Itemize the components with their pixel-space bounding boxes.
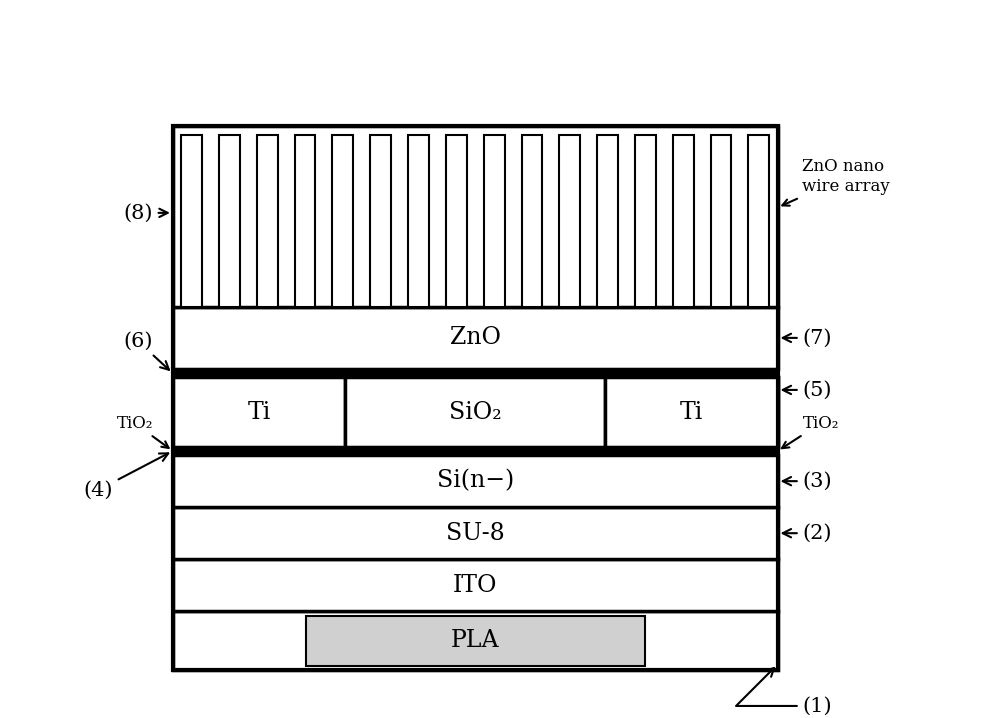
- Bar: [597, 135, 618, 307]
- Text: (1): (1): [736, 668, 832, 715]
- Bar: [173, 369, 778, 378]
- Text: (8): (8): [123, 203, 168, 223]
- Text: ZnO nano
wire array: ZnO nano wire array: [782, 159, 890, 205]
- Bar: [173, 507, 778, 559]
- Text: TiO₂: TiO₂: [117, 415, 169, 448]
- Bar: [345, 378, 605, 447]
- Bar: [173, 307, 778, 369]
- Bar: [173, 455, 778, 507]
- Text: TiO₂: TiO₂: [782, 415, 839, 448]
- Bar: [484, 135, 505, 307]
- Text: Ti: Ti: [247, 401, 271, 424]
- Text: ITO: ITO: [453, 574, 497, 597]
- Text: ZnO: ZnO: [450, 327, 501, 350]
- Bar: [748, 135, 769, 307]
- Text: Ti: Ti: [680, 401, 703, 424]
- Bar: [673, 135, 694, 307]
- Bar: [257, 135, 278, 307]
- Bar: [605, 378, 778, 447]
- Text: Si(n−): Si(n−): [437, 470, 514, 493]
- Text: (5): (5): [783, 381, 832, 399]
- Text: SiO₂: SiO₂: [449, 401, 502, 424]
- Bar: [173, 559, 778, 611]
- Text: (7): (7): [783, 328, 832, 348]
- Bar: [408, 135, 429, 307]
- Bar: [173, 447, 778, 455]
- Bar: [173, 126, 778, 670]
- Bar: [295, 135, 315, 307]
- Text: (3): (3): [783, 472, 832, 490]
- Bar: [173, 378, 345, 447]
- Text: SU-8: SU-8: [446, 522, 505, 545]
- Bar: [332, 135, 353, 307]
- Bar: [446, 135, 467, 307]
- Bar: [559, 135, 580, 307]
- Bar: [711, 135, 731, 307]
- Bar: [173, 126, 778, 307]
- Text: (2): (2): [783, 523, 832, 543]
- Bar: [306, 616, 645, 666]
- Text: (6): (6): [123, 332, 169, 370]
- Bar: [173, 611, 778, 670]
- Bar: [635, 135, 656, 307]
- Bar: [522, 135, 542, 307]
- Bar: [173, 378, 778, 447]
- Bar: [181, 135, 202, 307]
- Text: (4): (4): [84, 453, 168, 499]
- Text: PLA: PLA: [451, 629, 499, 652]
- Bar: [370, 135, 391, 307]
- Bar: [219, 135, 240, 307]
